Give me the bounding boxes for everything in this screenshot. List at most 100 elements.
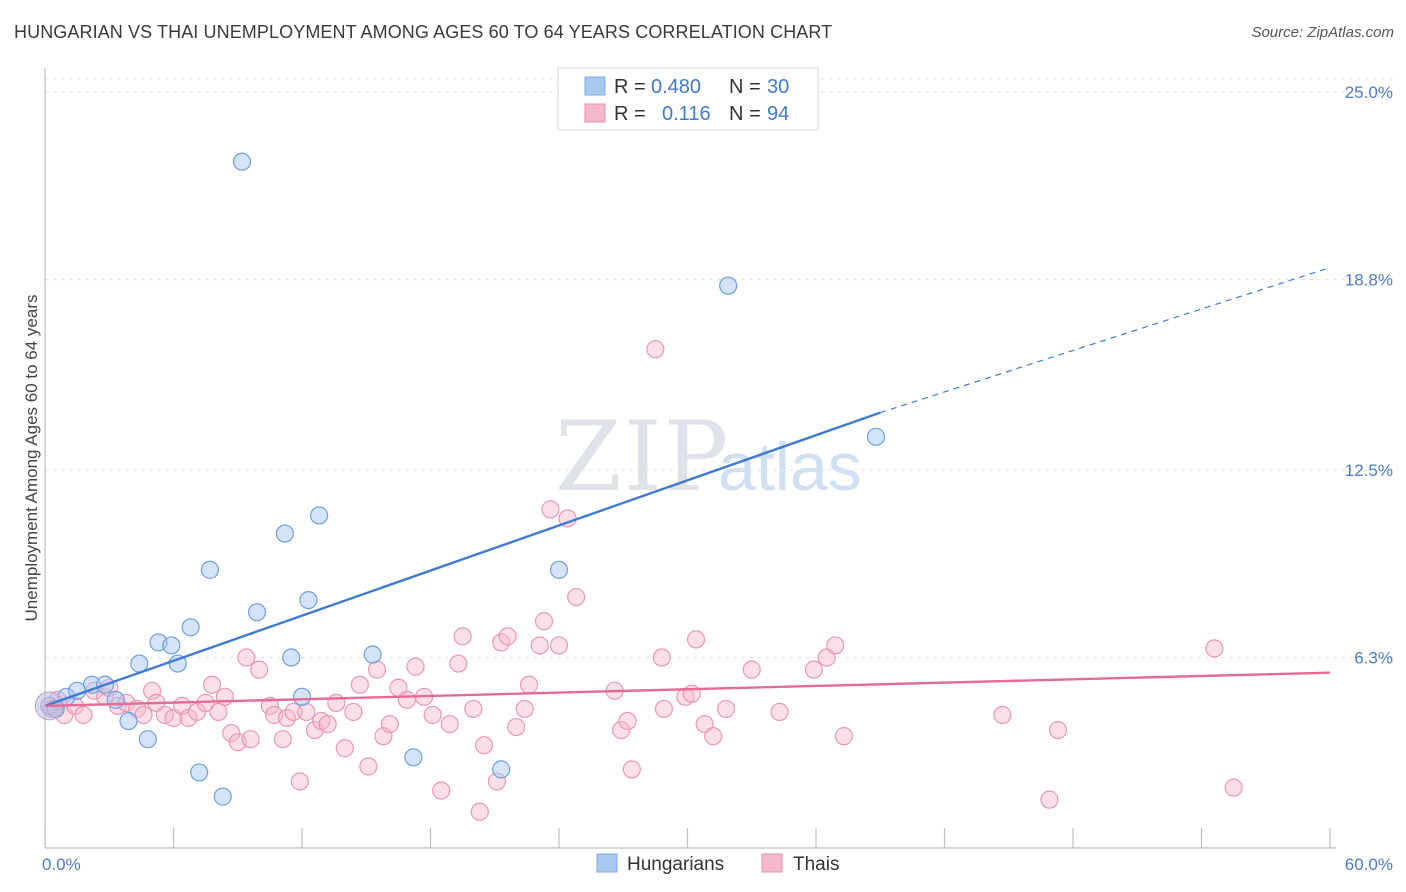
thai-point — [1048, 720, 1068, 740]
thai-point — [770, 702, 789, 722]
hungarian-point — [363, 645, 382, 664]
thai-point — [327, 693, 346, 712]
thai-point — [826, 636, 845, 655]
thai-point — [250, 660, 269, 679]
hungarian-point — [106, 690, 125, 709]
thai-point — [209, 702, 228, 722]
legend-n-label-2: N = — [729, 103, 761, 125]
thai-point — [541, 500, 560, 519]
hungarian-point — [162, 636, 181, 655]
hungarian-point — [200, 560, 220, 579]
thai-point — [350, 675, 369, 694]
watermark-zip: ZIP — [555, 401, 730, 513]
thai-point — [440, 714, 459, 734]
thai-point — [498, 627, 517, 646]
bottom-legend-swatch-hungarians — [596, 853, 618, 873]
thai-point — [1224, 778, 1243, 797]
thai-point — [222, 724, 241, 743]
thai-point — [142, 681, 162, 700]
thai-point — [453, 627, 472, 646]
y-tick-label: 12.5% — [1345, 461, 1393, 480]
legend-n-value-hungarians: 30 — [767, 76, 789, 98]
correlation-legend: R = 0.480 N = 30 R = 0.116 N = 94 — [557, 67, 819, 131]
hungarian-point — [299, 590, 318, 610]
trend-line-hungarians-extension — [880, 266, 1331, 414]
thai-point — [654, 699, 674, 719]
hungarian-point — [866, 427, 886, 446]
x-ticks — [44, 828, 1331, 848]
thai-point — [686, 630, 706, 649]
thai-point — [449, 654, 468, 673]
legend-r-label-2: R = — [614, 103, 646, 125]
hungarian-point — [232, 152, 252, 171]
hungarian-point — [119, 711, 138, 731]
y-axis-label: Unemployment Among Ages 60 to 64 years — [22, 295, 41, 622]
thai-point — [834, 727, 853, 746]
hungarian-point — [282, 648, 301, 667]
thai-point — [318, 714, 337, 734]
thai-point — [519, 675, 539, 694]
thai-point — [74, 705, 93, 725]
thai-point — [652, 648, 671, 667]
thai-point — [530, 636, 549, 655]
thai-point — [474, 736, 494, 755]
thai-point — [716, 699, 736, 719]
thai-point — [567, 587, 586, 607]
thai-point — [237, 648, 256, 667]
thai-point — [804, 660, 823, 679]
hungarian-point — [190, 763, 209, 782]
thai-point — [367, 660, 387, 679]
thai-point — [406, 657, 425, 676]
hungarian-point — [492, 760, 511, 779]
hungarian-point — [213, 787, 232, 806]
y-tick-label: 6.3% — [1354, 649, 1393, 668]
hungarian-point — [275, 524, 294, 543]
thai-point — [464, 699, 483, 719]
chart-title: HUNGARIAN VS THAI UNEMPLOYMENT AMONG AGE… — [14, 22, 833, 42]
thai-point — [993, 705, 1012, 725]
thai-point — [507, 717, 526, 737]
y-tick-label: 25.0% — [1345, 83, 1393, 102]
thai-point — [515, 699, 534, 719]
thai-point — [432, 781, 451, 800]
thai-point — [215, 687, 234, 706]
hungarian-point — [138, 730, 157, 749]
thai-point — [612, 720, 631, 740]
thai-point — [273, 730, 292, 749]
hungarian-point — [404, 748, 423, 767]
hungarian-point — [292, 687, 312, 706]
bottom-legend-hungarians: Hungarians — [627, 854, 724, 875]
hungarian-point — [310, 506, 329, 525]
series-thais — [42, 340, 1243, 821]
thai-point — [202, 675, 222, 694]
source-label: Source: ZipAtlas.com — [1251, 24, 1394, 41]
thai-point — [549, 636, 569, 655]
legend-r-value-thais: 0.116 — [662, 103, 711, 125]
thai-point — [380, 714, 399, 734]
x-tick-label-min: 0.0% — [42, 855, 81, 874]
thai-point — [359, 757, 378, 776]
thai-point — [470, 802, 489, 821]
hungarian-point — [247, 603, 267, 622]
thai-point — [646, 340, 665, 359]
thai-point — [618, 711, 637, 731]
thai-point — [241, 730, 260, 749]
hungarian-point — [549, 560, 569, 579]
thai-point — [423, 705, 442, 725]
series-legend: Hungarians Thais — [596, 853, 839, 875]
legend-swatch-hungarians — [584, 76, 606, 96]
thai-point — [622, 760, 641, 779]
hungarian-point — [181, 618, 200, 637]
bottom-legend-swatch-thais — [761, 853, 783, 873]
thai-point — [290, 772, 309, 791]
thai-point — [1205, 639, 1224, 658]
thai-point — [297, 702, 316, 722]
legend-n-value-thais: 94 — [767, 103, 789, 125]
trend-line-thais — [44, 671, 1331, 708]
legend-swatch-thais — [584, 103, 606, 123]
legend-n-label-1: N = — [729, 76, 761, 98]
thai-point — [704, 727, 723, 746]
thai-point — [534, 612, 554, 631]
thai-point — [260, 696, 279, 716]
